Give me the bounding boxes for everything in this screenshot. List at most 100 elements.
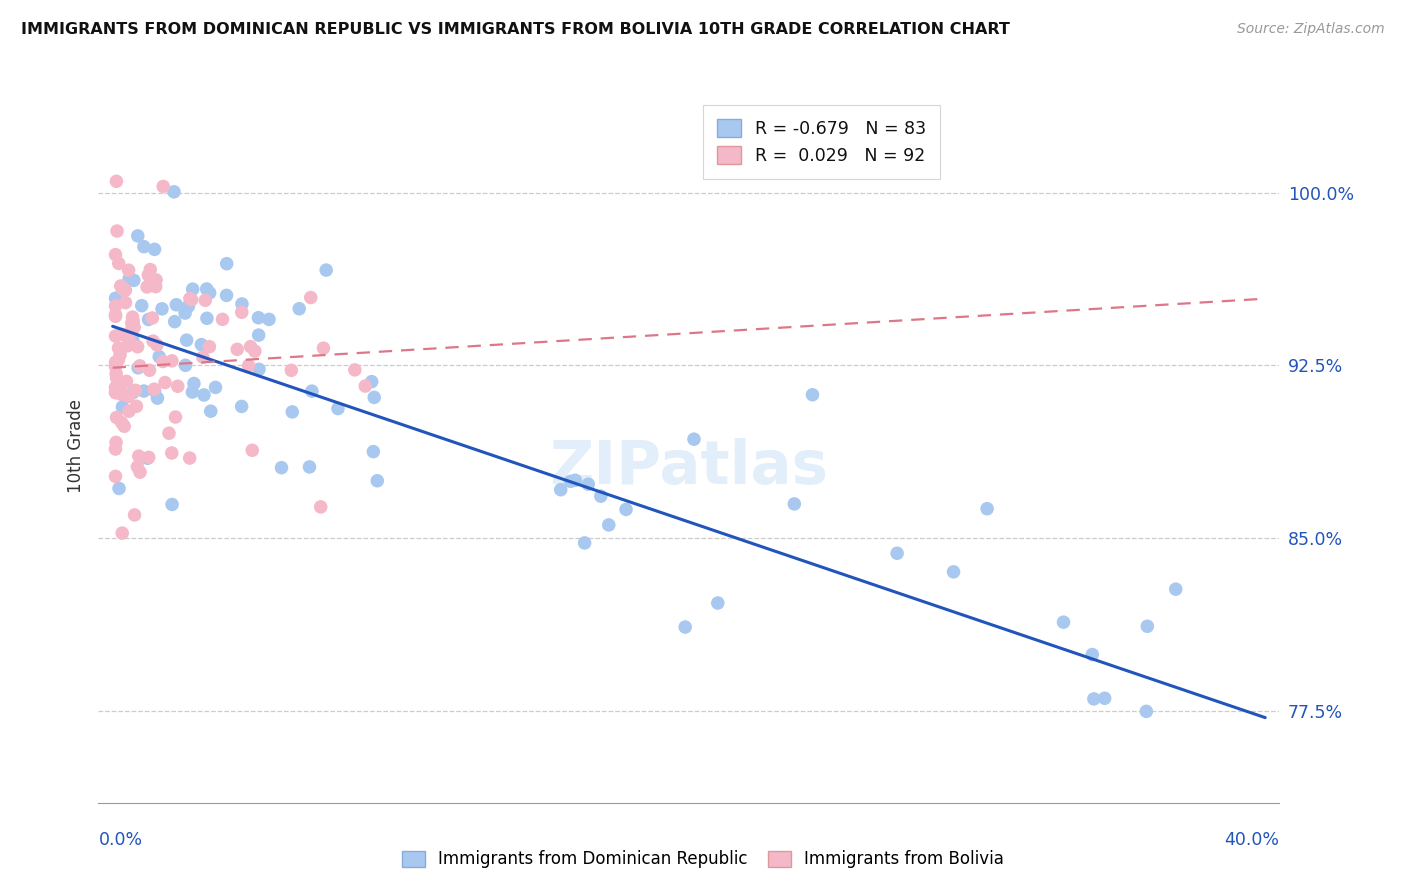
Point <box>176 333 198 347</box>
Point <box>564 473 586 487</box>
Point <box>110 386 132 401</box>
Point <box>108 482 131 496</box>
Point <box>550 483 572 497</box>
Point <box>145 273 167 287</box>
Point <box>160 446 183 460</box>
Text: Source: ZipAtlas.com: Source: ZipAtlas.com <box>1237 22 1385 37</box>
Point <box>942 565 965 579</box>
Point <box>136 280 159 294</box>
Point <box>114 295 136 310</box>
Point <box>1083 692 1105 706</box>
Point <box>181 385 204 400</box>
Point <box>125 399 148 413</box>
Point <box>121 316 143 330</box>
Point <box>243 344 266 359</box>
Point <box>136 451 159 466</box>
Point <box>104 310 127 324</box>
Point <box>181 282 204 296</box>
Point <box>574 536 596 550</box>
Point <box>153 376 176 390</box>
Point <box>174 306 197 320</box>
Point <box>1094 691 1116 706</box>
Point <box>111 526 134 541</box>
Point <box>270 460 292 475</box>
Point <box>143 382 166 396</box>
Point <box>1135 704 1157 718</box>
Point <box>360 375 382 389</box>
Point <box>108 381 131 395</box>
Point <box>298 459 321 474</box>
Point <box>247 362 270 376</box>
Point <box>127 340 149 354</box>
Point <box>121 330 143 344</box>
Point <box>886 546 908 560</box>
Point <box>138 312 160 326</box>
Point <box>117 332 139 346</box>
Point <box>198 340 221 354</box>
Point <box>238 359 260 373</box>
Point <box>198 285 221 300</box>
Point <box>163 315 186 329</box>
Point <box>141 311 163 326</box>
Point <box>117 263 139 277</box>
Point <box>177 299 200 313</box>
Point <box>191 350 214 364</box>
Point <box>145 279 167 293</box>
Point <box>204 380 226 394</box>
Point <box>111 400 134 414</box>
Point <box>179 292 201 306</box>
Point <box>193 388 215 402</box>
Point <box>160 498 183 512</box>
Text: ZIPatlas: ZIPatlas <box>550 438 828 497</box>
Point <box>257 312 280 326</box>
Point <box>112 387 135 401</box>
Point <box>165 298 187 312</box>
Point <box>104 247 127 261</box>
Point <box>683 432 706 446</box>
Point <box>104 308 127 322</box>
Point <box>110 327 132 342</box>
Point <box>231 305 253 319</box>
Point <box>163 185 186 199</box>
Point <box>576 477 599 491</box>
Point <box>104 384 127 399</box>
Point <box>112 419 135 434</box>
Point <box>146 391 169 405</box>
Point <box>247 328 270 343</box>
Point <box>122 314 145 328</box>
Point <box>105 224 128 238</box>
Point <box>180 293 202 307</box>
Point <box>598 517 620 532</box>
Point <box>801 388 824 402</box>
Point <box>128 359 150 373</box>
Point <box>105 410 128 425</box>
Point <box>104 380 127 394</box>
Point <box>117 339 139 353</box>
Point <box>143 384 166 398</box>
Point <box>326 401 349 416</box>
Point <box>354 379 377 393</box>
Point <box>281 405 304 419</box>
Point <box>121 321 143 335</box>
Point <box>122 273 145 287</box>
Point <box>128 449 150 463</box>
Point <box>239 340 262 354</box>
Y-axis label: 10th Grade: 10th Grade <box>66 399 84 493</box>
Point <box>673 620 696 634</box>
Point <box>104 469 127 483</box>
Point <box>1136 619 1159 633</box>
Point <box>194 293 217 308</box>
Point <box>589 489 612 503</box>
Point <box>614 502 637 516</box>
Point <box>110 279 132 293</box>
Point <box>166 379 188 393</box>
Point <box>111 416 134 430</box>
Point <box>707 596 730 610</box>
Point <box>104 329 127 343</box>
Point <box>190 337 212 351</box>
Point <box>143 243 166 257</box>
Point <box>200 404 222 418</box>
Point <box>315 263 337 277</box>
Point <box>301 384 323 399</box>
Point <box>366 474 388 488</box>
